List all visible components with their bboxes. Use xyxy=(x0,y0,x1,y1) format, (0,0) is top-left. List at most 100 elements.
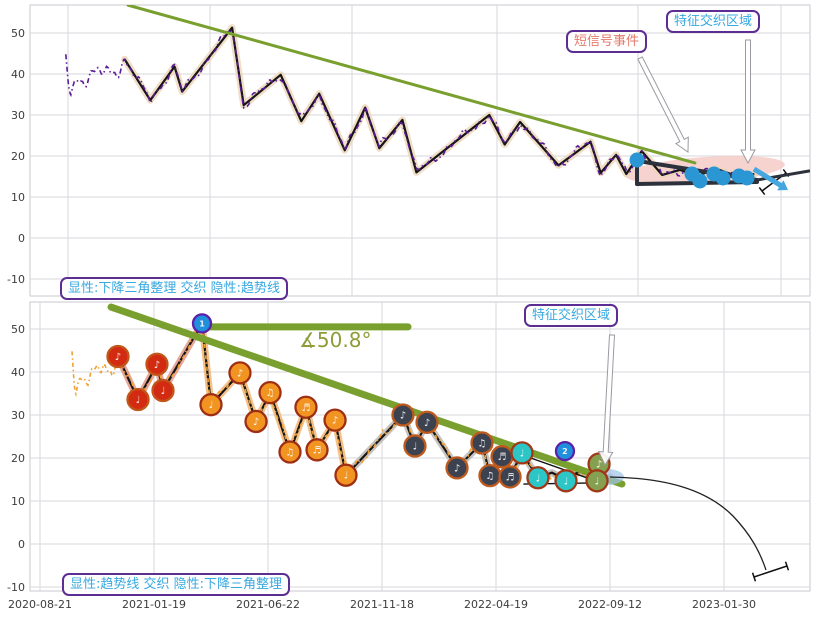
svg-text:2021-06-22: 2021-06-22 xyxy=(236,598,300,611)
svg-text:♪: ♪ xyxy=(253,417,259,428)
event-marker-dark: ♫ xyxy=(478,463,502,488)
trendline-angle-label: ∡50.8° xyxy=(299,328,372,352)
svg-text:♪: ♪ xyxy=(154,360,160,371)
annotation-down-arrow-icon xyxy=(597,334,616,467)
event-marker-red: ♪ xyxy=(106,344,130,369)
bottom-plot-content: ♪ ♩ ♪ ♩ 1 ♩ ♪ ♪ ♫ ♫ ♬ ♬ ♪ ♩ ♪ ♩ ♪ ♪ ♫ ♫ ♬ ♬ ♩ ♩ ♩ 2 ♪ ♩ xyxy=(71,303,790,582)
svg-text:2022-09-12: 2022-09-12 xyxy=(578,598,642,611)
trend-line xyxy=(126,5,697,165)
top-gridlines xyxy=(30,5,810,296)
svg-text:♩: ♩ xyxy=(413,441,418,452)
svg-text:-10: -10 xyxy=(7,273,25,286)
top-plot-area xyxy=(29,4,811,297)
svg-text:♪: ♪ xyxy=(332,416,338,427)
event-marker-cyan: ♩ xyxy=(510,441,534,465)
svg-text:30: 30 xyxy=(11,109,25,122)
projection-curve xyxy=(609,476,767,571)
svg-text:♪: ♪ xyxy=(424,418,430,429)
svg-text:♩: ♩ xyxy=(161,386,166,397)
event-marker-dark: ♪ xyxy=(445,456,469,480)
svg-text:10: 10 xyxy=(11,191,25,204)
event-marker-blue: 2 xyxy=(554,440,576,462)
svg-text:♩: ♩ xyxy=(520,448,525,459)
svg-text:♬: ♬ xyxy=(301,403,310,414)
hidden-triangle-upper-line xyxy=(521,454,594,481)
x-axis-date-labels: 2020-08-21 2021-01-19 2021-06-22 2021-11-18… xyxy=(8,598,756,611)
svg-text:40: 40 xyxy=(11,68,25,81)
blue-breakdown-arrow-icon xyxy=(752,166,788,191)
svg-text:2020-08-21: 2020-08-21 xyxy=(8,598,72,611)
svg-text:♩: ♩ xyxy=(564,476,569,487)
svg-text:10: 10 xyxy=(11,495,25,508)
svg-text:♪: ♪ xyxy=(115,352,121,363)
svg-text:♬: ♬ xyxy=(313,445,322,456)
event-marker-orange: ♪ xyxy=(244,409,268,434)
svg-text:♫: ♫ xyxy=(286,447,295,458)
svg-text:♫: ♫ xyxy=(477,438,486,449)
bottom-panel: 50 40 30 20 10 0 -10 2020-08-21 2021-01-19 2021-0… xyxy=(7,301,811,611)
svg-text:♪: ♪ xyxy=(400,411,406,422)
event-marker-cyan: ♩ xyxy=(526,466,550,490)
signal-dots xyxy=(629,152,755,189)
svg-text:2021-01-19: 2021-01-19 xyxy=(122,598,186,611)
top-pattern-label-box: 显性:下降三角整理 交织 隐性:趋势线 xyxy=(60,277,289,300)
event-marker-blue: 1 xyxy=(191,313,213,334)
short-signal-label-box: 短信号事件 xyxy=(566,30,648,53)
trend-line xyxy=(107,303,626,488)
event-marker-dark: ♪ xyxy=(391,403,415,427)
event-markers: ♪ ♩ ♪ ♩ 1 ♩ ♪ ♪ ♫ ♫ ♬ ♬ ♪ ♩ ♪ ♩ ♪ ♪ ♫ ♫ ♬ ♬ ♩ ♩ ♩ 2 ♪ ♩ xyxy=(106,313,611,493)
svg-text:♩: ♩ xyxy=(344,471,349,482)
feature-zone-label-box-bottom: 特征交织区域 xyxy=(524,304,619,327)
event-marker-red: ♩ xyxy=(126,387,150,412)
event-marker-orange: ♫ xyxy=(278,440,302,464)
svg-text:20: 20 xyxy=(11,150,25,163)
svg-text:0: 0 xyxy=(18,232,25,245)
bottom-pattern-label-box: 显性:趋势线 交织 隐性:下降三角整理 xyxy=(62,573,291,596)
svg-text:2021-11-18: 2021-11-18 xyxy=(350,598,414,611)
event-marker-cyan: ♩ xyxy=(554,469,578,493)
svg-text:♪: ♪ xyxy=(596,460,602,471)
svg-text:2023-01-30: 2023-01-30 xyxy=(692,598,756,611)
event-marker-orange: ♩ xyxy=(199,393,223,417)
event-marker-orange: ♫ xyxy=(258,380,282,405)
event-marker-orange: ♪ xyxy=(323,408,347,432)
svg-text:♫: ♫ xyxy=(485,471,494,482)
event-marker-red: ♪ xyxy=(145,352,169,376)
svg-text:♪: ♪ xyxy=(237,368,243,379)
svg-text:50: 50 xyxy=(11,27,25,40)
event-marker-dark: ♩ xyxy=(403,434,427,458)
annotation-down-arrow-icon xyxy=(740,39,756,165)
svg-text:♩: ♩ xyxy=(136,395,141,406)
event-marker-orange: ♩ xyxy=(334,463,358,487)
svg-text:♫: ♫ xyxy=(266,388,275,399)
svg-text:♬: ♬ xyxy=(506,472,515,483)
event-marker-dark: ♪ xyxy=(415,410,439,434)
svg-text:2022-04-19: 2022-04-19 xyxy=(464,598,528,611)
event-marker-dark: ♬ xyxy=(490,445,514,469)
bottom-y-tick-labels: 50 40 30 20 10 0 -10 xyxy=(7,323,25,594)
swing-line xyxy=(123,26,755,178)
svg-text:♩: ♩ xyxy=(536,473,541,484)
event-marker-orange: ♬ xyxy=(294,395,318,419)
svg-text:30: 30 xyxy=(11,409,25,422)
top-panel: 50 40 30 20 10 0 -10 xyxy=(7,4,811,297)
event-marker-red: ♩ xyxy=(151,378,175,403)
event-marker-olive: ♩ xyxy=(585,469,609,493)
svg-text:♩: ♩ xyxy=(209,400,214,411)
svg-text:♩: ♩ xyxy=(595,476,600,487)
annotation-down-arrow-icon xyxy=(637,56,689,153)
event-marker-dark: ♫ xyxy=(470,431,494,455)
svg-text:50: 50 xyxy=(11,323,25,336)
event-marker-orange: ♬ xyxy=(305,438,329,462)
top-y-tick-labels: 50 40 30 20 10 0 -10 xyxy=(7,27,25,286)
event-marker-dark: ♬ xyxy=(498,465,522,489)
svg-text:20: 20 xyxy=(11,452,25,465)
svg-text:1: 1 xyxy=(199,319,205,328)
event-marker-orange: ♪ xyxy=(228,361,252,385)
svg-text:2: 2 xyxy=(562,447,568,456)
svg-text:40: 40 xyxy=(11,366,25,379)
svg-text:-10: -10 xyxy=(7,581,25,594)
feature-zone-label-box-top: 特征交织区域 xyxy=(666,10,761,33)
